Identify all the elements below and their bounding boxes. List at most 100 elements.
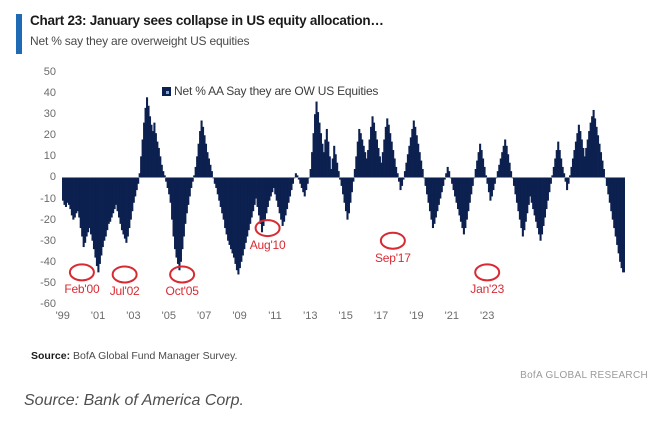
bar (271, 177, 274, 193)
bar (207, 158, 210, 178)
bar (393, 158, 396, 178)
bar (501, 152, 504, 178)
bar (588, 131, 591, 178)
bar (103, 177, 106, 241)
bar (337, 171, 340, 178)
bar (190, 177, 193, 188)
bar (430, 177, 433, 220)
y-axis-tick-label: 0 (49, 171, 56, 184)
bar (381, 152, 384, 178)
x-axis-tick-label: '21 (444, 310, 459, 322)
bar (467, 177, 470, 212)
y-axis-tick-label: -50 (40, 276, 56, 289)
bar (613, 177, 616, 229)
bar (483, 166, 486, 178)
bar (194, 166, 197, 178)
bar (527, 177, 530, 205)
bar (580, 139, 583, 178)
bar (448, 171, 451, 178)
bar (546, 177, 549, 201)
bar (250, 177, 253, 218)
y-axis-tick-label: 30 (43, 108, 56, 121)
bar (67, 177, 70, 205)
bar (455, 177, 458, 203)
source-line: Source: BofA Global Fund Manager Survey. (31, 350, 237, 362)
bar (235, 177, 238, 271)
bar (95, 177, 98, 267)
bar (417, 143, 420, 178)
bar (389, 133, 392, 178)
bar (294, 173, 297, 178)
bar (258, 177, 261, 216)
bar (166, 177, 169, 188)
bar (178, 177, 181, 271)
bar (470, 177, 473, 195)
bar (123, 177, 126, 239)
source-label: Source: (31, 350, 71, 362)
bar (368, 139, 371, 178)
bar (204, 143, 208, 178)
bar (623, 177, 625, 273)
bar (79, 177, 82, 229)
bar (390, 141, 393, 178)
y-axis-tick-label: -30 (40, 234, 56, 247)
bar (291, 177, 294, 184)
bar (571, 158, 575, 178)
bar (215, 177, 218, 188)
bar (259, 177, 262, 224)
bar (510, 171, 513, 178)
bar (493, 177, 496, 184)
x-axis-tick-label: '03 (126, 310, 141, 322)
bar (112, 177, 115, 214)
bar (520, 177, 523, 229)
bar (260, 177, 264, 233)
bar (64, 177, 68, 207)
bar (342, 177, 345, 195)
bar (517, 177, 520, 212)
bar (605, 177, 608, 186)
bar (97, 177, 100, 273)
bar (611, 177, 614, 220)
bar (85, 177, 88, 237)
bar (359, 133, 362, 178)
bar (120, 177, 124, 231)
bar (538, 177, 541, 235)
annotation-ellipse (68, 263, 95, 282)
bar-chart-svg (62, 97, 625, 284)
bar (380, 162, 383, 178)
bar (542, 177, 545, 226)
bar (321, 143, 324, 178)
bar (227, 177, 230, 241)
bar (340, 177, 343, 186)
bar (182, 177, 185, 237)
y-axis-tick-label: -60 (40, 298, 56, 310)
bar (76, 177, 79, 212)
bar (594, 118, 597, 178)
bar (411, 128, 414, 178)
bar (174, 177, 177, 250)
bar (275, 177, 278, 201)
bar (126, 177, 129, 237)
bar (514, 177, 517, 195)
bar (135, 177, 138, 191)
bar (349, 177, 352, 203)
bar (529, 177, 532, 197)
bar (398, 177, 401, 182)
bar (88, 177, 91, 229)
bar (269, 177, 272, 197)
bar (280, 177, 283, 220)
bar (247, 177, 250, 231)
bar (352, 177, 355, 182)
bar (502, 145, 505, 178)
bar (206, 152, 209, 178)
bar (568, 175, 572, 178)
bar (69, 177, 72, 210)
accent-bar (16, 14, 22, 54)
bar (224, 177, 227, 229)
bar (110, 177, 113, 218)
bar (484, 175, 488, 178)
bar (87, 177, 90, 233)
bar (620, 177, 623, 269)
bar (440, 177, 443, 193)
annotation-ellipse (379, 231, 406, 250)
